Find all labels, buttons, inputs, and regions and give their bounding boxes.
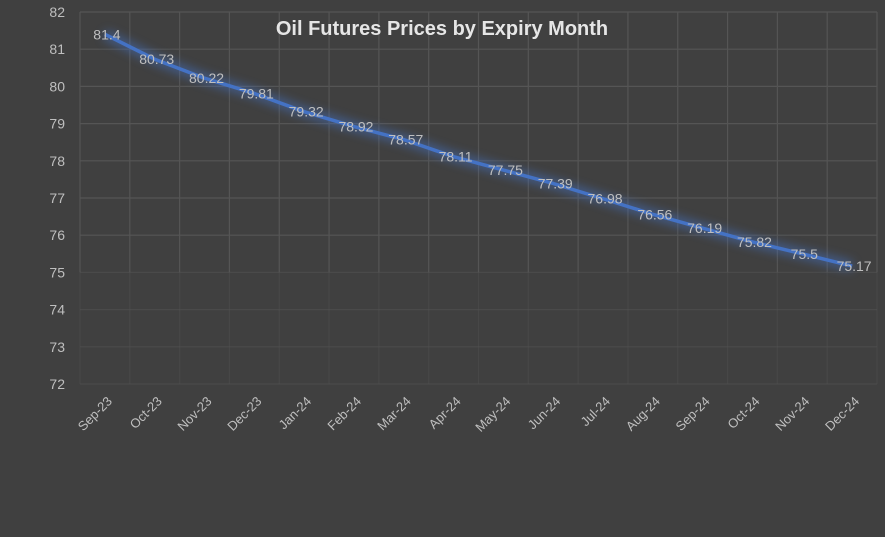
data-label: 80.22 [189,70,224,86]
y-tick-label: 72 [49,376,65,392]
y-axis-labels: 72 73 74 75 76 77 78 79 80 81 82 [49,4,65,392]
data-label: 76.56 [637,206,672,222]
y-tick-label: 80 [49,78,65,94]
data-label: 78.11 [439,149,473,165]
y-tick-label: 76 [49,227,65,243]
data-label: 79.32 [289,104,324,120]
data-label: 75.17 [837,258,872,274]
y-tick-label: 77 [49,190,65,206]
y-tick-label: 79 [49,116,65,132]
y-tick-label: 74 [49,302,65,318]
grid-lines [79,11,878,385]
data-label: 78.92 [338,119,373,135]
y-tick-label: 81 [49,41,65,57]
price-line [104,32,853,268]
chart-title: Oil Futures Prices by Expiry Month [276,18,608,40]
y-tick-label: 82 [49,4,65,20]
data-label: 80.73 [139,51,174,67]
data-label: 78.57 [388,132,423,148]
y-tick-label: 73 [49,339,65,355]
data-label: 79.81 [239,85,274,101]
price-series [102,30,854,271]
y-tick-label: 75 [49,264,65,280]
data-labels: 81.4 80.73 80.22 79.81 79.32 78.92 78.57 78.11 7… [93,26,872,274]
y-tick-label: 78 [49,153,65,169]
data-label: 81.4 [93,26,120,42]
data-label: 75.5 [791,246,818,262]
data-label: 77.39 [538,175,573,191]
data-label: 77.75 [488,162,523,178]
data-label: 76.19 [687,220,722,236]
data-label: 75.82 [737,234,772,250]
data-label: 76.98 [588,191,623,207]
